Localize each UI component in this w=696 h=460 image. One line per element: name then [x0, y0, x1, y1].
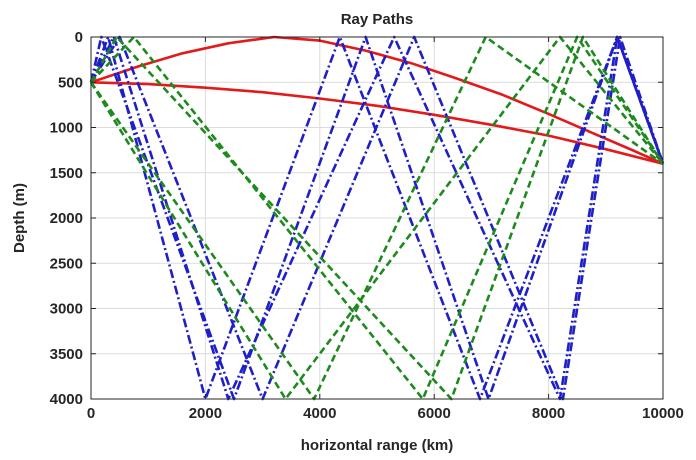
series-line-10 [89, 35, 665, 401]
x-tick-label: 0 [87, 405, 95, 422]
y-tick-label: 2500 [50, 255, 83, 272]
y-tick-label: 3000 [50, 301, 83, 318]
x-tick-label: 6000 [418, 405, 451, 422]
x-ticks: 0 2000 4000 6000 8000 10000 [87, 37, 684, 422]
grid-lines [90, 36, 664, 400]
y-tick-label: 4000 [50, 391, 83, 408]
x-tick-label: 8000 [532, 405, 565, 422]
series-line-9 [89, 35, 664, 401]
chart-title: Ray Paths [341, 11, 414, 28]
series-line-2 [90, 81, 664, 165]
y-ticks: 0 500 1000 1500 2000 2500 3000 3500 4000 [50, 29, 663, 408]
y-tick-label: 0 [75, 29, 83, 46]
y-tick-label: 1500 [50, 165, 83, 182]
x-tick-label: 10000 [642, 405, 684, 422]
series-line-1 [90, 35, 664, 165]
y-tick-label: 500 [58, 74, 83, 91]
y-axis-label: Depth (m) [11, 183, 28, 253]
y-tick-label: 3500 [50, 346, 83, 363]
y-tick-label: 1000 [50, 120, 83, 137]
x-tick-label: 2000 [189, 405, 222, 422]
y-tick-label: 2000 [50, 210, 83, 227]
series-line-7 [90, 35, 665, 401]
x-tick-label: 4000 [303, 405, 336, 422]
x-axis-label: horizontal range (km) [301, 437, 454, 454]
